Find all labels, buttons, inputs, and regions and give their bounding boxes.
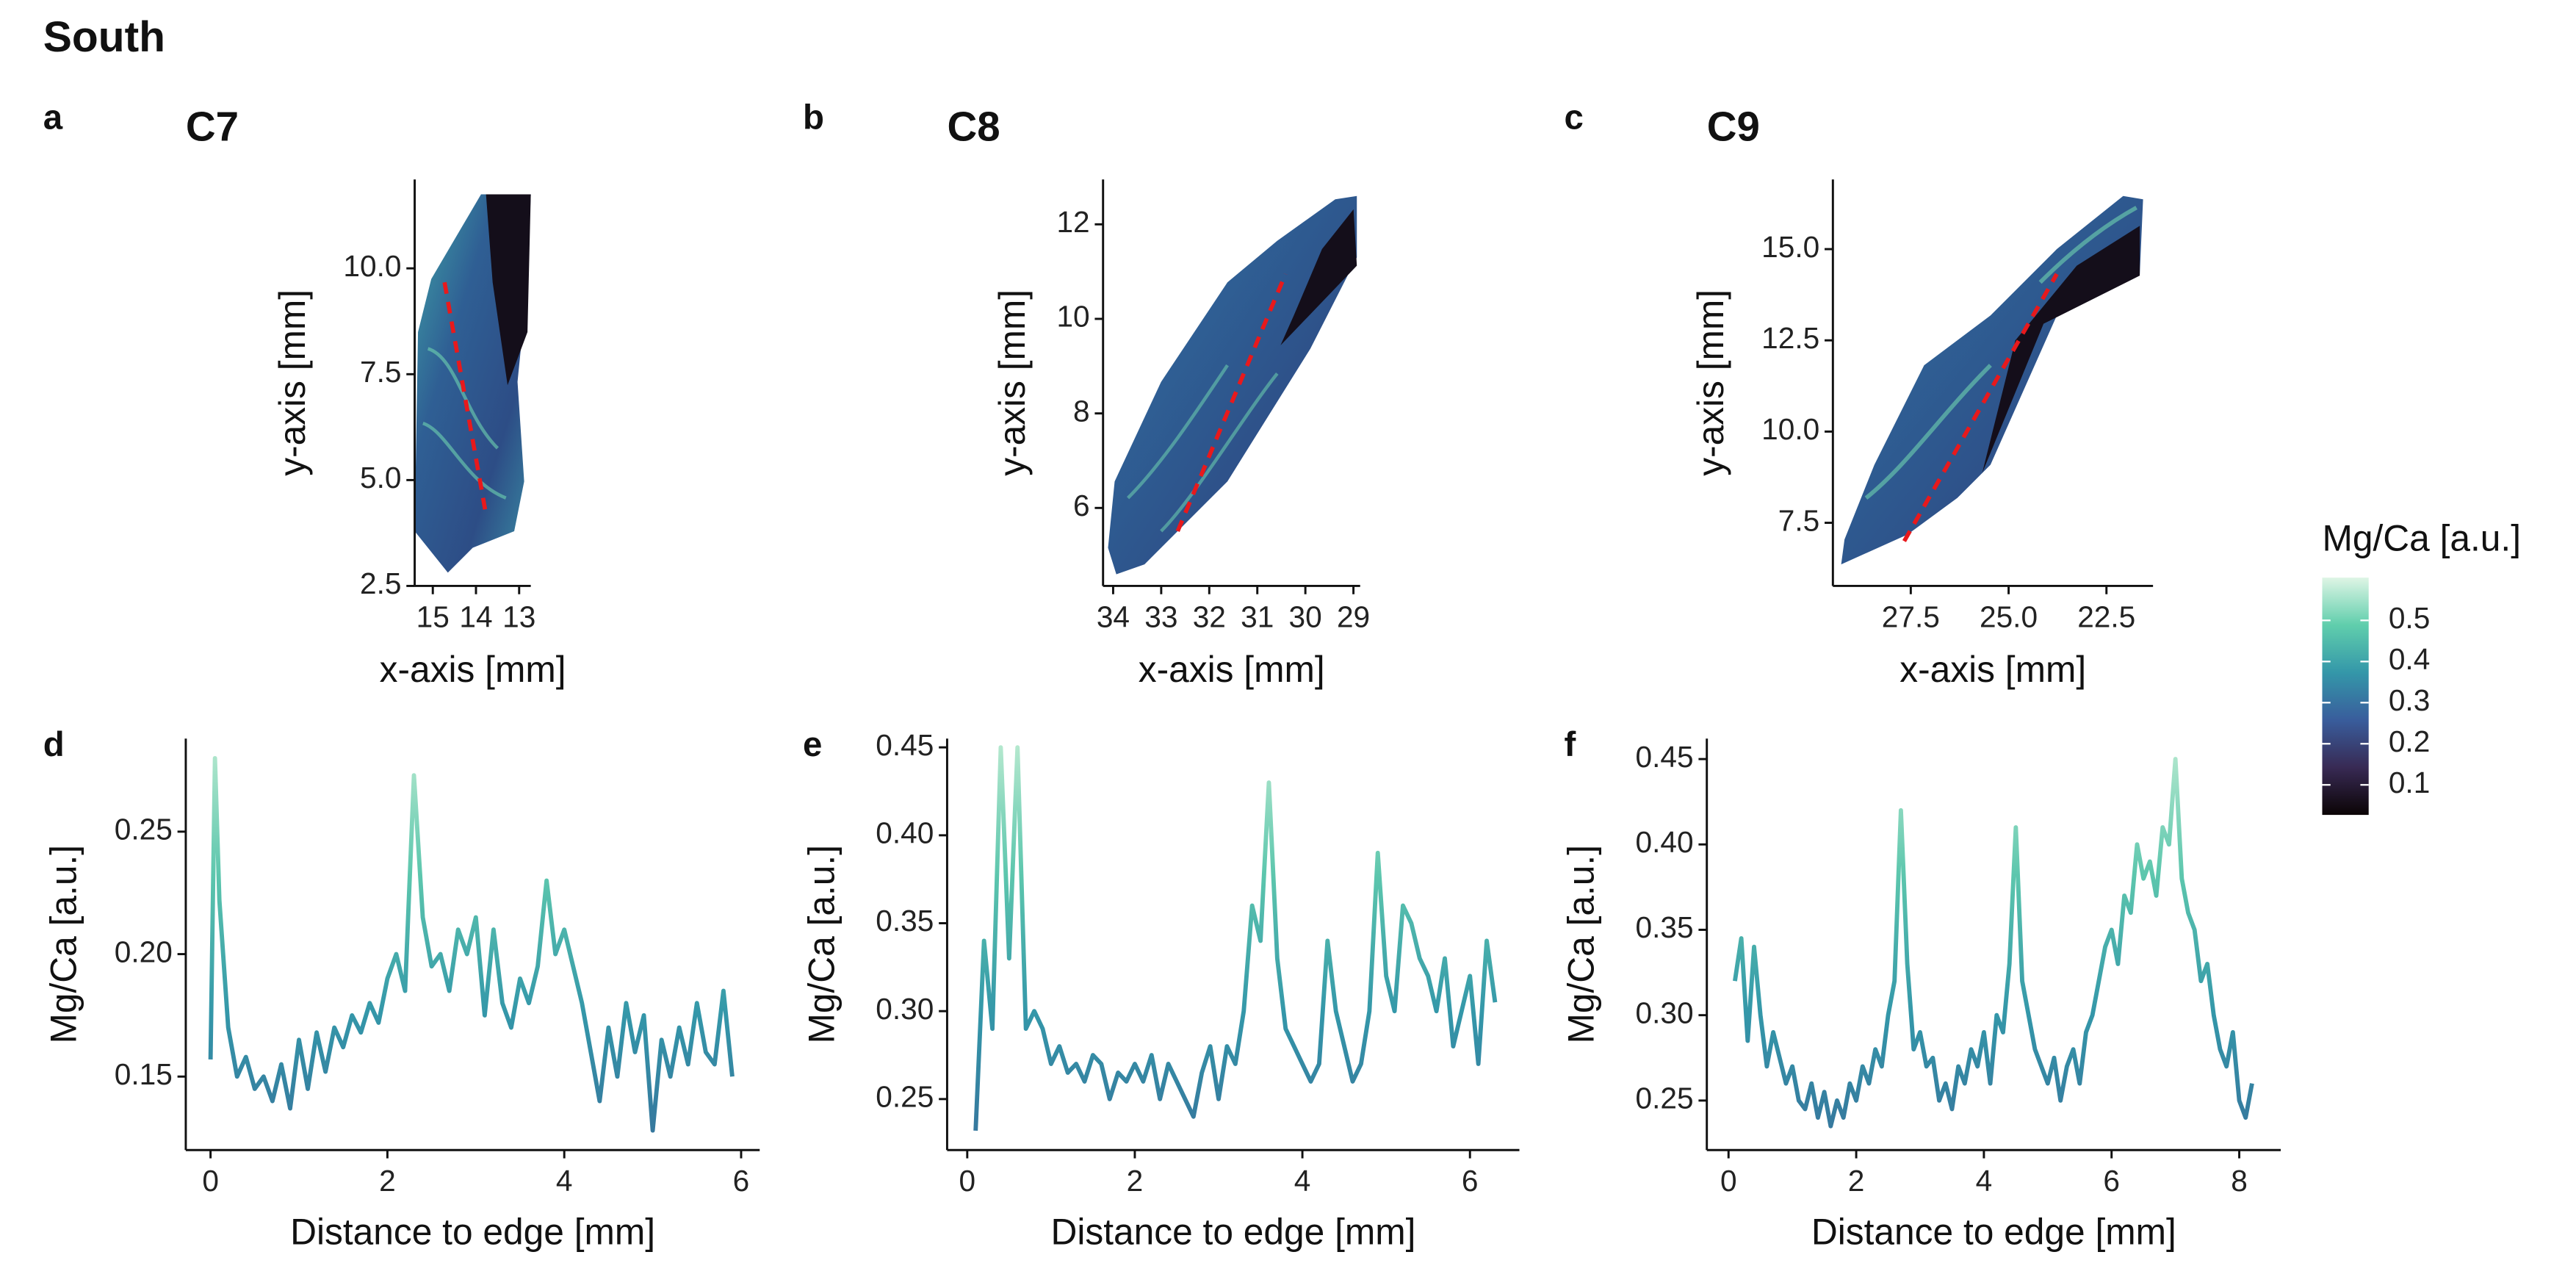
panel-letter: b (803, 98, 824, 137)
x-tick-label: 14 (459, 600, 492, 633)
y-tick-label: 0.45 (1636, 740, 1694, 774)
figure-title: South (43, 13, 165, 61)
colorbar-tick-label: 0.3 (2389, 683, 2430, 717)
y-tick-label: 0.15 (115, 1057, 173, 1091)
y-axis-label: y-axis [mm] (272, 289, 313, 476)
y-axis-label: Mg/Ca [a.u.] (43, 845, 84, 1044)
y-tick-label: 0.25 (1636, 1082, 1694, 1115)
y-tick-label: 0.20 (115, 935, 173, 968)
x-tick-label: 0 (1720, 1164, 1737, 1198)
x-tick-label: 4 (1294, 1164, 1311, 1198)
x-tick-label: 31 (1241, 600, 1274, 633)
y-tick-label: 6 (1073, 489, 1090, 522)
colorbar-tick-label: 0.5 (2389, 601, 2430, 635)
x-tick-label: 2 (1848, 1164, 1865, 1198)
data-line (208, 755, 735, 1133)
panel-letter: f (1564, 725, 1576, 764)
x-tick-label: 13 (502, 600, 535, 633)
y-tick-label: 0.40 (876, 816, 934, 850)
y-tick-label: 0.25 (115, 813, 173, 846)
x-tick-label: 33 (1144, 600, 1177, 633)
x-tick-label: 15 (416, 600, 450, 633)
colorbar-tick-label: 0.4 (2389, 642, 2430, 676)
panel-letter: c (1564, 98, 1583, 137)
x-tick-label: 27.5 (1882, 600, 1940, 633)
x-tick-label: 8 (2231, 1164, 2248, 1198)
x-tick-label: 4 (556, 1164, 573, 1198)
x-axis-label: x-axis [mm] (1139, 649, 1325, 690)
y-tick-label: 0.35 (876, 904, 934, 938)
y-tick-label: 12.5 (1761, 321, 1819, 355)
y-tick-label: 7.5 (360, 355, 401, 389)
y-tick-label: 12 (1056, 205, 1089, 239)
panel-title: C8 (947, 103, 1000, 149)
y-axis-label: Mg/Ca [a.u.] (801, 845, 842, 1044)
y-tick-label: 10 (1056, 300, 1089, 334)
x-tick-label: 0 (959, 1164, 976, 1198)
x-tick-label: 0 (202, 1164, 219, 1198)
data-line (1733, 757, 2254, 1129)
x-axis-label: x-axis [mm] (1899, 649, 2086, 690)
y-tick-label: 0.35 (1636, 910, 1694, 944)
y-axis-label: Mg/Ca [a.u.] (1561, 845, 1602, 1044)
y-tick-label: 0.30 (1636, 996, 1694, 1029)
x-tick-label: 2 (1127, 1164, 1144, 1198)
panel-letter: a (43, 98, 63, 137)
x-tick-label: 6 (2103, 1164, 2120, 1198)
specimen-c9 (1841, 195, 2143, 565)
y-tick-label: 0.45 (876, 728, 934, 762)
panel-title: C9 (1707, 103, 1760, 149)
y-tick-label: 10.0 (343, 249, 401, 283)
x-tick-label: 32 (1193, 600, 1226, 633)
colorbar (2322, 578, 2369, 816)
colorbar-tick-label: 0.1 (2389, 766, 2430, 799)
panel-letter: d (43, 725, 65, 764)
x-tick-label: 34 (1097, 600, 1130, 633)
y-tick-label: 2.5 (360, 566, 401, 600)
y-axis-label: y-axis [mm] (992, 289, 1033, 476)
specimen-c8 (1108, 195, 1357, 575)
x-axis-label: Distance to edge [mm] (290, 1212, 655, 1253)
y-tick-label: 0.25 (876, 1080, 934, 1114)
y-tick-label: 15.0 (1761, 230, 1819, 264)
y-tick-label: 0.40 (1636, 825, 1694, 859)
x-tick-label: 6 (1462, 1164, 1479, 1198)
x-axis-label: x-axis [mm] (380, 649, 566, 690)
specimen-c7 (414, 194, 531, 573)
x-tick-label: 29 (1337, 600, 1370, 633)
y-tick-label: 10.0 (1761, 412, 1819, 446)
y-tick-label: 5.0 (360, 461, 401, 494)
x-tick-label: 30 (1289, 600, 1322, 633)
y-tick-label: 7.5 (1778, 503, 1819, 537)
x-tick-label: 4 (1976, 1164, 1993, 1198)
colorbar-tick-label: 0.2 (2389, 724, 2430, 758)
x-axis-label: Distance to edge [mm] (1051, 1212, 1416, 1253)
x-tick-label: 2 (379, 1164, 396, 1198)
panel-title: C7 (186, 103, 239, 149)
x-tick-label: 25.0 (1980, 600, 2038, 633)
x-tick-label: 6 (733, 1164, 750, 1198)
y-axis-label: y-axis [mm] (1690, 289, 1731, 476)
x-tick-label: 22.5 (2077, 600, 2135, 633)
panel-letter: e (803, 725, 822, 764)
data-line (973, 745, 1498, 1132)
x-axis-label: Distance to edge [mm] (1811, 1212, 2176, 1253)
y-tick-label: 8 (1073, 394, 1090, 428)
colorbar-title: Mg/Ca [a.u.] (2322, 518, 2521, 559)
y-tick-label: 0.30 (876, 992, 934, 1026)
